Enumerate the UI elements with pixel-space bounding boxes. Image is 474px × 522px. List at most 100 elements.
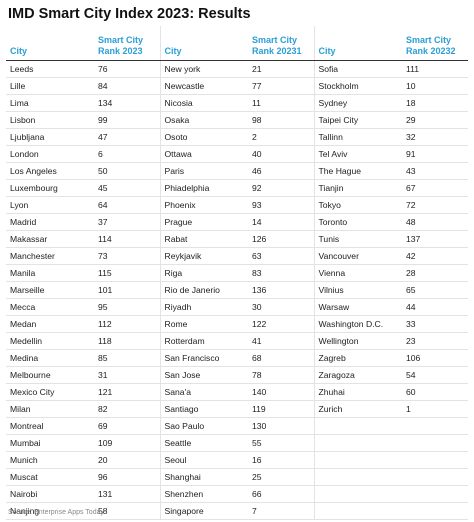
table-row: Nairobi 131 Shenzhen 66 bbox=[6, 485, 468, 503]
city-cell: Rio de Janerio bbox=[159, 281, 248, 299]
city-cell: The Hague bbox=[313, 162, 402, 180]
city-cell: Wellington bbox=[313, 332, 402, 350]
rank-cell: 131 bbox=[94, 485, 160, 503]
rank-cell: 114 bbox=[94, 230, 160, 248]
city-cell: Sana'a bbox=[159, 383, 248, 401]
rank-cell: 47 bbox=[94, 128, 160, 146]
rank-cell: 20 bbox=[94, 451, 160, 469]
header-rank-1: Smart City Rank 2023 bbox=[94, 26, 160, 61]
table-row: Nanjing 58 Singapore 7 bbox=[6, 502, 468, 520]
rank-cell: 115 bbox=[94, 264, 160, 282]
city-cell: San Francisco bbox=[159, 349, 248, 367]
header-city-1: City bbox=[6, 26, 94, 61]
rank-cell: 122 bbox=[248, 315, 314, 333]
city-cell: Sydney bbox=[313, 94, 402, 112]
rank-cell: 41 bbox=[248, 332, 314, 350]
city-cell: Shenzhen bbox=[159, 485, 248, 503]
rank-cell: 101 bbox=[94, 281, 160, 299]
city-cell: Manchester bbox=[6, 247, 94, 265]
city-cell: Nicosia bbox=[159, 94, 248, 112]
rank-cell: 93 bbox=[248, 196, 314, 214]
rank-cell: 54 bbox=[402, 366, 468, 384]
rank-cell: 134 bbox=[94, 94, 160, 112]
city-cell: Lille bbox=[6, 77, 94, 95]
rank-cell: 44 bbox=[402, 298, 468, 316]
rank-cell: 42 bbox=[402, 247, 468, 265]
header-rank-2: Smart City Rank 20231 bbox=[248, 26, 314, 61]
table-row: Mexico City 121 Sana'a 140 Zhuhai 60 bbox=[6, 383, 468, 401]
rank-cell: 121 bbox=[94, 383, 160, 401]
city-cell: New york bbox=[159, 60, 248, 78]
table-row: Ljubljana 47 Osoto 2 Tallinn 32 bbox=[6, 128, 468, 146]
city-cell: Rotterdam bbox=[159, 332, 248, 350]
city-cell: Medellin bbox=[6, 332, 94, 350]
city-cell: Zurich bbox=[313, 400, 402, 418]
city-cell: Riga bbox=[159, 264, 248, 282]
table-row: Montreal 69 Sao Paulo 130 bbox=[6, 417, 468, 435]
city-cell: Reykjavik bbox=[159, 247, 248, 265]
rank-cell: 140 bbox=[248, 383, 314, 401]
city-cell: Zhuhai bbox=[313, 383, 402, 401]
rank-cell: 25 bbox=[248, 468, 314, 486]
rank-cell: 30 bbox=[248, 298, 314, 316]
rank-cell: 10 bbox=[402, 77, 468, 95]
rank-cell: 99 bbox=[94, 111, 160, 129]
city-cell: Ljubljana bbox=[6, 128, 94, 146]
city-cell bbox=[313, 502, 402, 520]
city-cell: Marseille bbox=[6, 281, 94, 299]
rank-cell: 82 bbox=[94, 400, 160, 418]
rank-cell: 72 bbox=[402, 196, 468, 214]
rank-cell: 48 bbox=[402, 213, 468, 231]
table-row: Luxembourg 45 Phiadelphia 92 Tianjin 67 bbox=[6, 179, 468, 197]
city-cell: Tallinn bbox=[313, 128, 402, 146]
rank-cell bbox=[402, 468, 468, 486]
city-cell: Vienna bbox=[313, 264, 402, 282]
header-city-3: City bbox=[313, 26, 402, 61]
table-row: Muscat 96 Shanghai 25 bbox=[6, 468, 468, 486]
city-cell: Vancouver bbox=[313, 247, 402, 265]
rank-cell: 95 bbox=[94, 298, 160, 316]
rank-cell: 16 bbox=[248, 451, 314, 469]
city-cell: Paris bbox=[159, 162, 248, 180]
city-cell: Vilnius bbox=[313, 281, 402, 299]
table-row: Manila 115 Riga 83 Vienna 28 bbox=[6, 264, 468, 282]
city-cell: Rabat bbox=[159, 230, 248, 248]
rank-cell: 69 bbox=[94, 417, 160, 435]
rank-cell: 43 bbox=[402, 162, 468, 180]
table-row: Marseille 101 Rio de Janerio 136 Vilnius 65 bbox=[6, 281, 468, 299]
city-cell: Stockholm bbox=[313, 77, 402, 95]
rank-cell bbox=[402, 417, 468, 435]
results-table: City Smart City Rank 2023 City Smart Cit… bbox=[6, 26, 468, 520]
city-cell: Milan bbox=[6, 400, 94, 418]
city-cell: Makassar bbox=[6, 230, 94, 248]
rank-cell: 119 bbox=[248, 400, 314, 418]
rank-cell: 32 bbox=[402, 128, 468, 146]
table-row: Madrid 37 Prague 14 Toronto 48 bbox=[6, 213, 468, 231]
city-cell: Rome bbox=[159, 315, 248, 333]
table-row: Los Angeles 50 Paris 46 The Hague 43 bbox=[6, 162, 468, 180]
city-cell: Madrid bbox=[6, 213, 94, 231]
header-rank-3: Smart City Rank 20232 bbox=[402, 26, 468, 61]
rank-cell: 92 bbox=[248, 179, 314, 197]
table-row: Lima 134 Nicosia 11 Sydney 18 bbox=[6, 94, 468, 112]
city-cell bbox=[313, 417, 402, 435]
rank-cell: 91 bbox=[402, 145, 468, 163]
rank-cell bbox=[402, 451, 468, 469]
city-cell: Tianjin bbox=[313, 179, 402, 197]
table-row: Lyon 64 Phoenix 93 Tokyo 72 bbox=[6, 196, 468, 214]
city-cell: Medina bbox=[6, 349, 94, 367]
table-row: Lisbon 99 Osaka 98 Taipei City 29 bbox=[6, 111, 468, 129]
city-cell: Lisbon bbox=[6, 111, 94, 129]
rank-cell: 106 bbox=[402, 349, 468, 367]
rank-cell: 73 bbox=[94, 247, 160, 265]
table-row: Manchester 73 Reykjavik 63 Vancouver 42 bbox=[6, 247, 468, 265]
table-row: Leeds 76 New york 21 Sofia 111 bbox=[6, 60, 468, 78]
rank-cell: 67 bbox=[402, 179, 468, 197]
rank-cell: 130 bbox=[248, 417, 314, 435]
city-cell: Seattle bbox=[159, 434, 248, 452]
rank-cell: 23 bbox=[402, 332, 468, 350]
table-header: City Smart City Rank 2023 City Smart Cit… bbox=[6, 26, 468, 61]
city-cell bbox=[313, 451, 402, 469]
city-cell: Manila bbox=[6, 264, 94, 282]
